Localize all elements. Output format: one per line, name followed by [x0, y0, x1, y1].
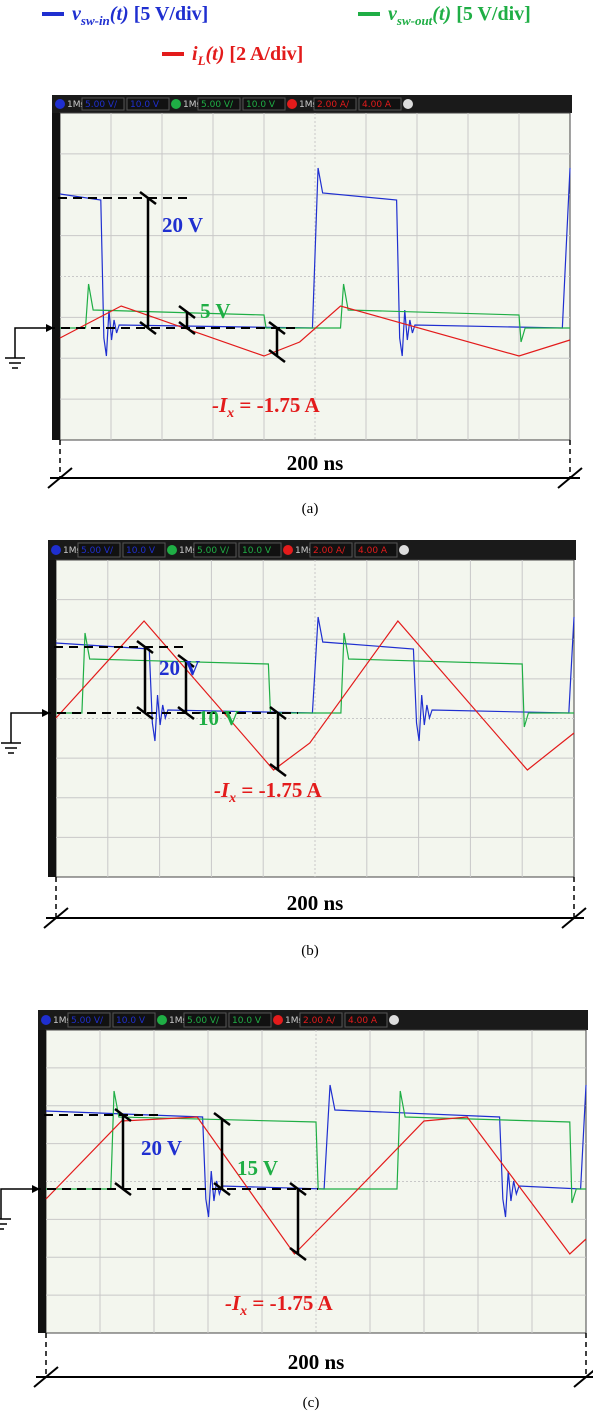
channel-scale: 5.00 V/ [81, 546, 114, 556]
legend-sub: sw-in [80, 13, 110, 28]
annotation-out: 15 V [237, 1156, 278, 1180]
channel-offset: 10.0 V [130, 100, 160, 110]
annotation-out: 10 V [198, 706, 239, 730]
caption: (a) [302, 501, 319, 517]
channel-dot [283, 545, 293, 555]
legend-label: vsw-out(t) [5 V/div] [388, 3, 531, 28]
channel-scale: 2.00 A/ [303, 1016, 336, 1026]
channel-dot [171, 99, 181, 109]
left-strip [48, 560, 56, 877]
time-span: 200 ns [287, 891, 344, 915]
channel-offset: 4.00 A [358, 546, 388, 556]
current-rest: = -1.75 A [247, 1291, 333, 1315]
time-span: 200 ns [287, 451, 344, 475]
current-rest: = -1.75 A [236, 778, 322, 802]
annotation-out: 5 V [200, 299, 231, 323]
left-strip [38, 1030, 46, 1333]
annotation-high: 20 V [162, 213, 203, 237]
caption: (b) [301, 943, 319, 959]
legend-scale: [5 V/div] [456, 3, 531, 25]
channel-scale: 2.00 A/ [313, 546, 346, 556]
channel-dot [287, 99, 297, 109]
channel-dot [157, 1015, 167, 1025]
ground-arrow [11, 713, 48, 743]
legend-arg: (t) [206, 43, 225, 65]
channel-offset: 10.0 V [116, 1016, 146, 1026]
channel-offset: 10.0 V [246, 100, 276, 110]
legend-arg: (t) [110, 3, 129, 25]
channel-dot [51, 545, 61, 555]
current-prefix: -I [212, 393, 228, 417]
add-button [399, 545, 409, 555]
legend-sub: L [197, 53, 206, 68]
channel-dot [273, 1015, 283, 1025]
channel-scale: 5.00 V/ [187, 1016, 220, 1026]
channel-scale: 5.00 V/ [197, 546, 230, 556]
current-sub: x [226, 406, 234, 421]
channel-scale: 5.00 V/ [71, 1016, 104, 1026]
current-prefix: -I [214, 778, 230, 802]
left-strip [52, 113, 60, 440]
caption: (c) [303, 1395, 320, 1411]
current-rest: = -1.75 A [234, 393, 320, 417]
legend-scale: [2 A/div] [229, 43, 303, 65]
channel-scale: 5.00 V/ [201, 100, 234, 110]
channel-scale: 5.00 V/ [85, 100, 118, 110]
current-sub: x [228, 791, 236, 806]
add-button [389, 1015, 399, 1025]
annotation-high: 20 V [141, 1136, 182, 1160]
legend-scale: [5 V/div] [134, 3, 209, 25]
legend-arg: (t) [432, 3, 451, 25]
channel-scale: 2.00 A/ [317, 100, 350, 110]
channel-offset: 10.0 V [242, 546, 272, 556]
legend-label: vsw-in(t) [5 V/div] [72, 3, 208, 28]
legend-label: iL(t) [2 A/div] [192, 43, 303, 68]
channel-offset: 4.00 A [362, 100, 392, 110]
channel-dot [55, 99, 65, 109]
channel-dot [167, 545, 177, 555]
channel-dot [41, 1015, 51, 1025]
time-span: 200 ns [288, 1350, 345, 1374]
channel-offset: 10.0 V [126, 546, 156, 556]
legend-sub: sw-out [396, 13, 433, 28]
page: {"legend":[ {"symbol":"v","sub":"sw-in",… [0, 0, 593, 1427]
channel-offset: 10.0 V [232, 1016, 262, 1026]
add-button [403, 99, 413, 109]
figure: vsw-in(t) [5 V/div] vsw-out(t) [5 V/div] i… [0, 0, 593, 1427]
annotation-high: 20 V [159, 656, 200, 680]
ground-arrow [1, 1189, 38, 1219]
current-prefix: -I [225, 1291, 241, 1315]
current-sub: x [239, 1304, 247, 1319]
ground-arrow [15, 328, 52, 358]
channel-offset: 4.00 A [348, 1016, 378, 1026]
